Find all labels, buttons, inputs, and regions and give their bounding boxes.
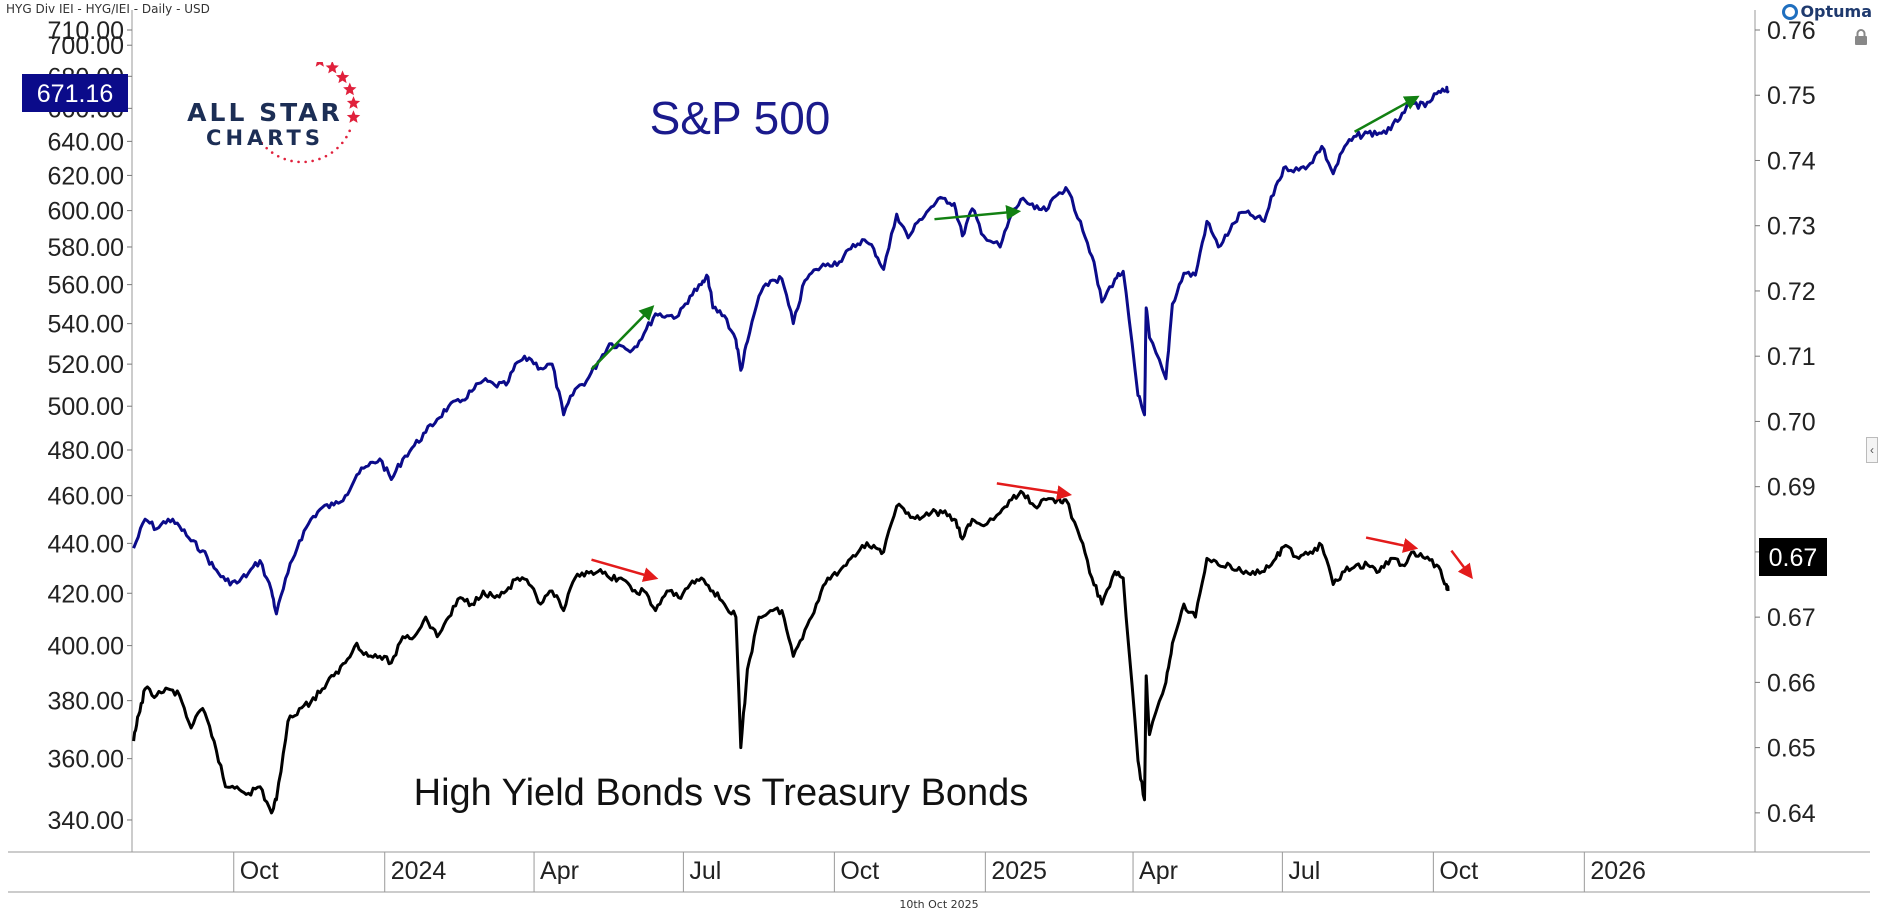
left-current-value-badge: 671.16 bbox=[22, 74, 128, 112]
footer-date: 10th Oct 2025 bbox=[899, 898, 979, 911]
logo-star-icon bbox=[315, 62, 324, 67]
left-tick-label: 710.00 bbox=[48, 17, 124, 45]
logo-stars-ring bbox=[260, 62, 361, 164]
x-tick-label: 2026 bbox=[1590, 857, 1646, 885]
logo-dot bbox=[324, 154, 328, 158]
left-current-value: 671.16 bbox=[37, 80, 113, 108]
right-tick-label: 0.65 bbox=[1767, 735, 1816, 763]
logo-dot bbox=[270, 151, 274, 154]
x-tick-label: 2024 bbox=[391, 857, 447, 885]
red-trend-arrow bbox=[1450, 549, 1473, 580]
right-tick-label: 0.66 bbox=[1767, 669, 1816, 697]
logo-star-icon bbox=[325, 62, 339, 74]
right-tick-label: 0.74 bbox=[1767, 147, 1816, 175]
right-tick-label: 0.72 bbox=[1767, 278, 1816, 306]
left-tick-label: 380.00 bbox=[48, 688, 124, 716]
left-tick-label: 400.00 bbox=[48, 633, 124, 661]
x-tick-label: Apr bbox=[1139, 857, 1178, 885]
left-tick-label: 360.00 bbox=[48, 746, 124, 774]
left-tick-label: 420.00 bbox=[48, 580, 124, 608]
arrow-layer bbox=[590, 95, 1473, 582]
series-layer bbox=[132, 85, 1450, 815]
left-tick-label: 480.00 bbox=[48, 437, 124, 465]
left-tick-label: 640.00 bbox=[48, 128, 124, 156]
chart-frame bbox=[8, 10, 1870, 893]
logo-star-icon bbox=[346, 110, 361, 123]
left-tick-label: 580.00 bbox=[48, 234, 124, 262]
logo-dot bbox=[336, 146, 339, 150]
x-tick-label: Oct bbox=[1439, 857, 1478, 885]
x-tick-label: Jul bbox=[1288, 857, 1320, 885]
hyg-iei-ratio-line bbox=[132, 489, 1450, 815]
logo-dot bbox=[330, 151, 334, 154]
all-star-charts-logo: ALL STAR CHARTS bbox=[180, 62, 380, 172]
left-tick-label: 460.00 bbox=[48, 483, 124, 511]
right-tick-label: 0.73 bbox=[1767, 213, 1816, 241]
red-trend-arrow bbox=[996, 482, 1073, 501]
x-tick-label: 2025 bbox=[991, 857, 1047, 885]
logo-line-1: ALL STAR bbox=[187, 98, 343, 127]
right-tick-label: 0.67 bbox=[1767, 604, 1816, 632]
logo-dot bbox=[318, 157, 321, 161]
right-current-value: 0.67 bbox=[1769, 544, 1818, 572]
logo-dot bbox=[348, 129, 351, 133]
left-tick-label: 340.00 bbox=[48, 807, 124, 835]
logo-dot bbox=[290, 159, 293, 163]
right-tick-label: 0.71 bbox=[1767, 343, 1816, 371]
left-tick-label: 560.00 bbox=[48, 272, 124, 300]
green-trend-arrow bbox=[1353, 95, 1420, 133]
right-current-value-badge: 0.67 bbox=[1759, 538, 1827, 576]
x-tick-label: Apr bbox=[540, 857, 579, 885]
green-trend-arrow bbox=[590, 305, 655, 371]
left-axis: 340.00 360.00 380.00 400.00 420.00 440.00 460.… bbox=[48, 17, 132, 835]
left-tick-label: 620.00 bbox=[48, 162, 124, 190]
logo-dot bbox=[311, 159, 314, 163]
x-axis: Oct 2024 Apr Jul Oct 2025 Apr Jul Oct 2026 bbox=[233, 852, 1646, 892]
logo-star-icon bbox=[335, 70, 350, 84]
logo-star-icon bbox=[346, 96, 361, 109]
optuma-logo-icon bbox=[1782, 3, 1799, 20]
x-tick-label: Oct bbox=[840, 857, 879, 885]
logo-dot bbox=[260, 141, 264, 145]
logo-line-2: CHARTS bbox=[206, 126, 324, 150]
bond-ratio-label: High Yield Bonds vs Treasury Bonds bbox=[414, 772, 1029, 814]
logo-dot bbox=[304, 160, 307, 164]
brand-name: Optuma bbox=[1800, 2, 1872, 21]
logo-dot bbox=[297, 160, 300, 164]
logo-star-icon bbox=[343, 82, 357, 96]
chart-header-title: HYG Div IEI - HYG/IEI - Daily - USD bbox=[6, 2, 210, 16]
right-axis: 0.640.650.660.670.680.690.700.710.720.73… bbox=[1755, 17, 1816, 828]
logo-dot bbox=[283, 157, 287, 161]
right-tick-label: 0.76 bbox=[1767, 17, 1816, 45]
red-trend-arrow bbox=[591, 558, 659, 582]
x-tick-label: Oct bbox=[240, 857, 279, 885]
logo-dot bbox=[340, 141, 344, 145]
left-tick-label: 440.00 bbox=[48, 530, 124, 558]
green-trend-arrow bbox=[934, 205, 1022, 221]
red-trend-arrow bbox=[1365, 536, 1419, 553]
left-tick-label: 540.00 bbox=[48, 311, 124, 339]
logo-dot bbox=[345, 135, 348, 139]
left-tick-label: 520.00 bbox=[48, 351, 124, 379]
sp500-line bbox=[132, 85, 1450, 616]
left-tick-label: 500.00 bbox=[48, 393, 124, 421]
left-tick-label: 600.00 bbox=[48, 198, 124, 226]
optuma-brand: Optuma bbox=[1782, 2, 1872, 21]
logo-dot bbox=[265, 146, 268, 150]
right-tick-label: 0.70 bbox=[1767, 408, 1816, 436]
right-tick-label: 0.64 bbox=[1767, 800, 1816, 828]
lock-icon[interactable] bbox=[1852, 28, 1870, 46]
x-tick-label: Jul bbox=[689, 857, 721, 885]
left-tick-label: 700.00 bbox=[48, 32, 124, 60]
sp500-label: S&P 500 bbox=[650, 92, 831, 144]
right-tick-label: 0.75 bbox=[1767, 82, 1816, 110]
right-tick-label: 0.69 bbox=[1767, 474, 1816, 502]
logo-dot bbox=[276, 154, 280, 158]
